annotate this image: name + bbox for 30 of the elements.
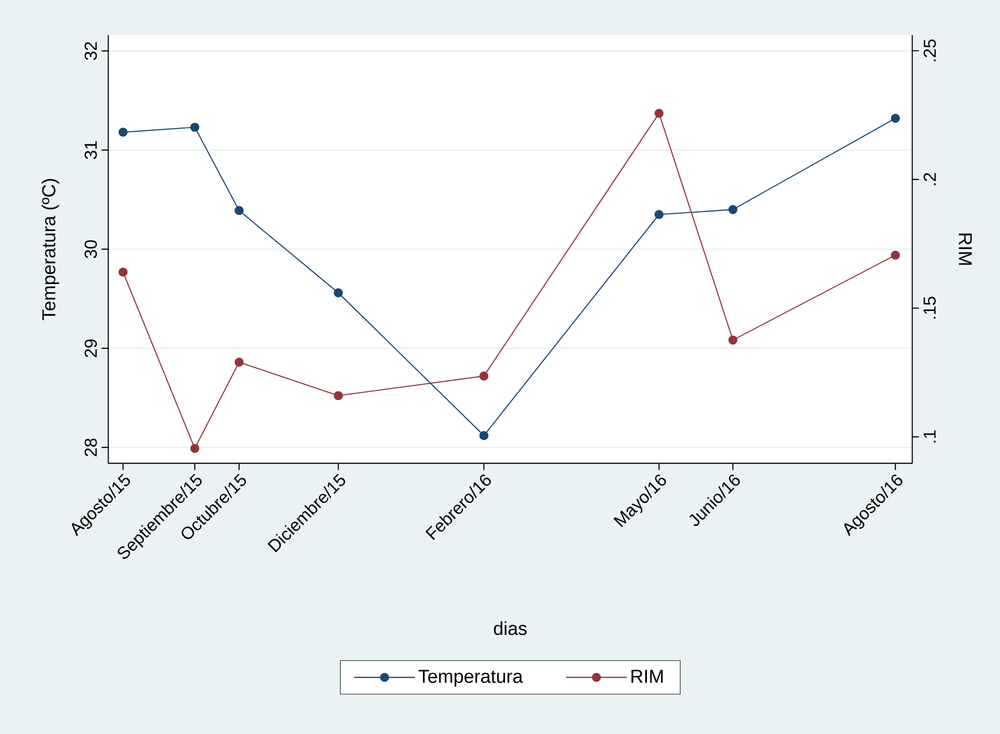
- y-tick-label: 32: [84, 42, 97, 60]
- point: [728, 336, 738, 345]
- y-tick-label: 29: [84, 340, 97, 358]
- point: [479, 431, 488, 440]
- point: [334, 288, 343, 298]
- y-axis-title: Temperatura (ºC): [42, 179, 60, 320]
- point: [890, 250, 900, 260]
- point: [890, 114, 900, 123]
- y2-tick-label: .1: [924, 430, 936, 442]
- y2-tick-label: .15: [924, 296, 936, 319]
- point: [654, 210, 664, 220]
- y2-axis-title: RIM: [958, 234, 972, 265]
- point: [190, 122, 200, 132]
- point: [118, 128, 128, 137]
- point: [334, 391, 343, 400]
- point: [479, 372, 488, 381]
- point: [654, 108, 664, 118]
- y-tick-label: 31: [84, 141, 97, 160]
- legend-label: Temperatura: [418, 670, 523, 687]
- y2-tick-label: .2: [924, 173, 936, 186]
- point: [190, 444, 200, 453]
- y-tick-label: 30: [84, 240, 97, 258]
- point: [234, 206, 244, 216]
- point: [118, 268, 128, 277]
- legend-label: RIM: [632, 670, 663, 683]
- point: [728, 205, 738, 214]
- x-axis-title: dias: [494, 621, 527, 636]
- point: [234, 358, 244, 367]
- y-tick-label: 28: [84, 438, 97, 456]
- y2-tick-label: .25: [924, 39, 936, 62]
